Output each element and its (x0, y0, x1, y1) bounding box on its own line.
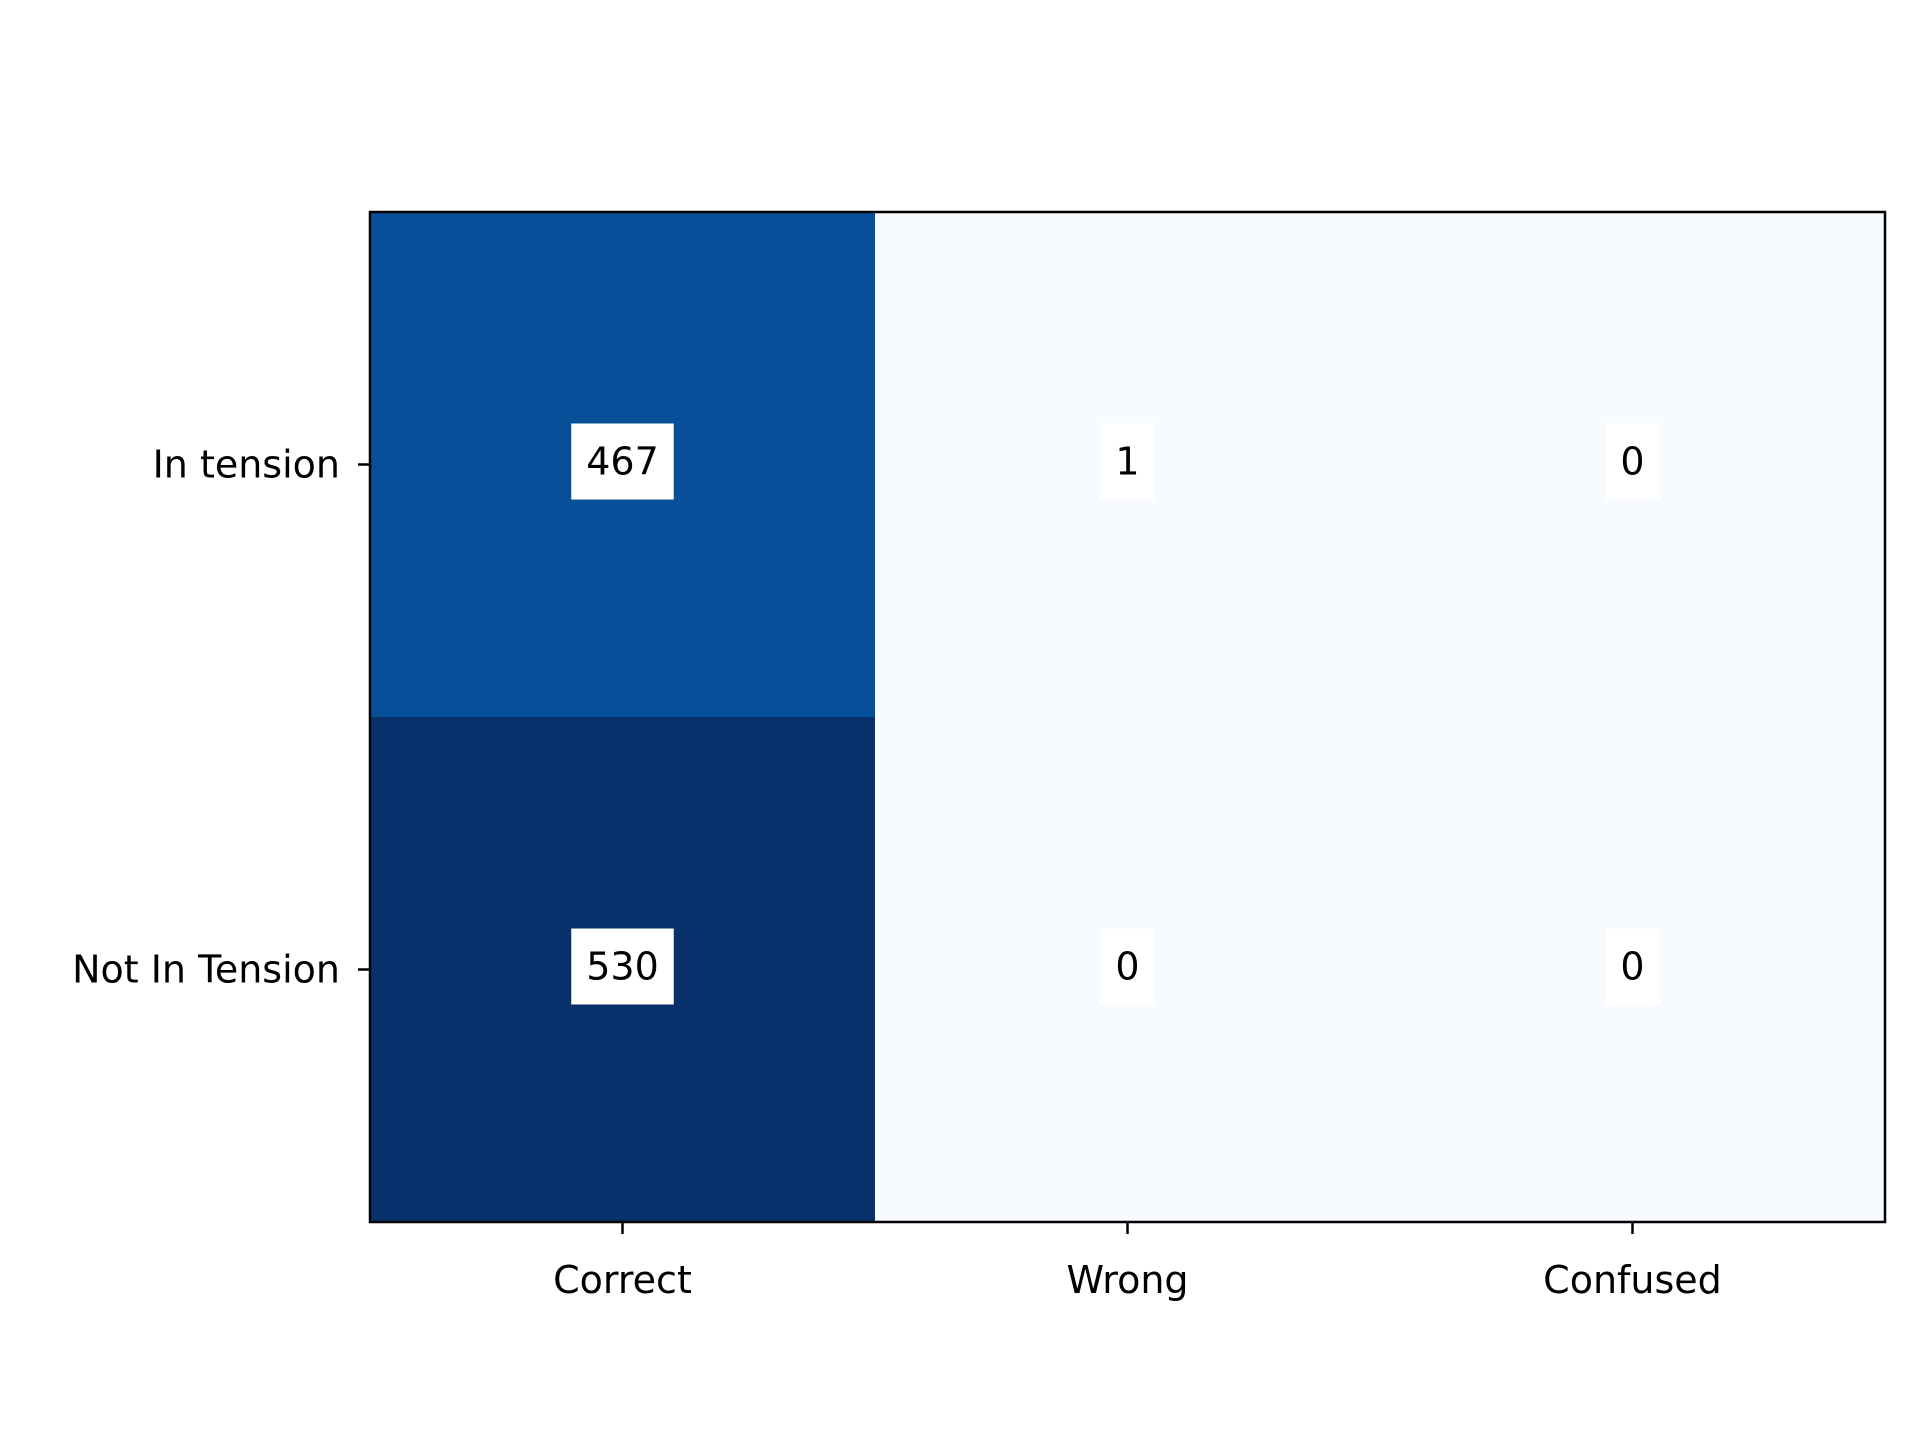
x-tick-label: Wrong (1066, 1258, 1188, 1302)
cell-value-label: 0 (1620, 440, 1644, 484)
cell-labels-layer: 467 1 0 530 0 0 (571, 423, 1660, 1005)
cell-label-box (571, 423, 674, 500)
x-axis: Correct Wrong Confused (553, 1222, 1722, 1302)
cell-value-label: 0 (1115, 945, 1139, 989)
cell-label-box (571, 928, 674, 1005)
y-tick-label: In tension (153, 443, 340, 487)
cell-label-box (1100, 928, 1155, 1005)
cell-label-box (1100, 423, 1155, 500)
cell-value-label: 1 (1115, 440, 1139, 484)
cell-label-box (1605, 928, 1660, 1005)
cell-label-box (1605, 423, 1660, 500)
x-tick-label: Confused (1543, 1258, 1722, 1302)
cell-value-label: 530 (586, 945, 659, 989)
y-tick-label: Not In Tension (72, 948, 340, 992)
x-tick-label: Correct (553, 1258, 692, 1302)
y-axis: In tension Not In Tension (72, 443, 370, 992)
cell-value-label: 0 (1620, 945, 1644, 989)
cells-layer (370, 212, 1886, 1223)
cell-value-label: 467 (586, 440, 659, 484)
